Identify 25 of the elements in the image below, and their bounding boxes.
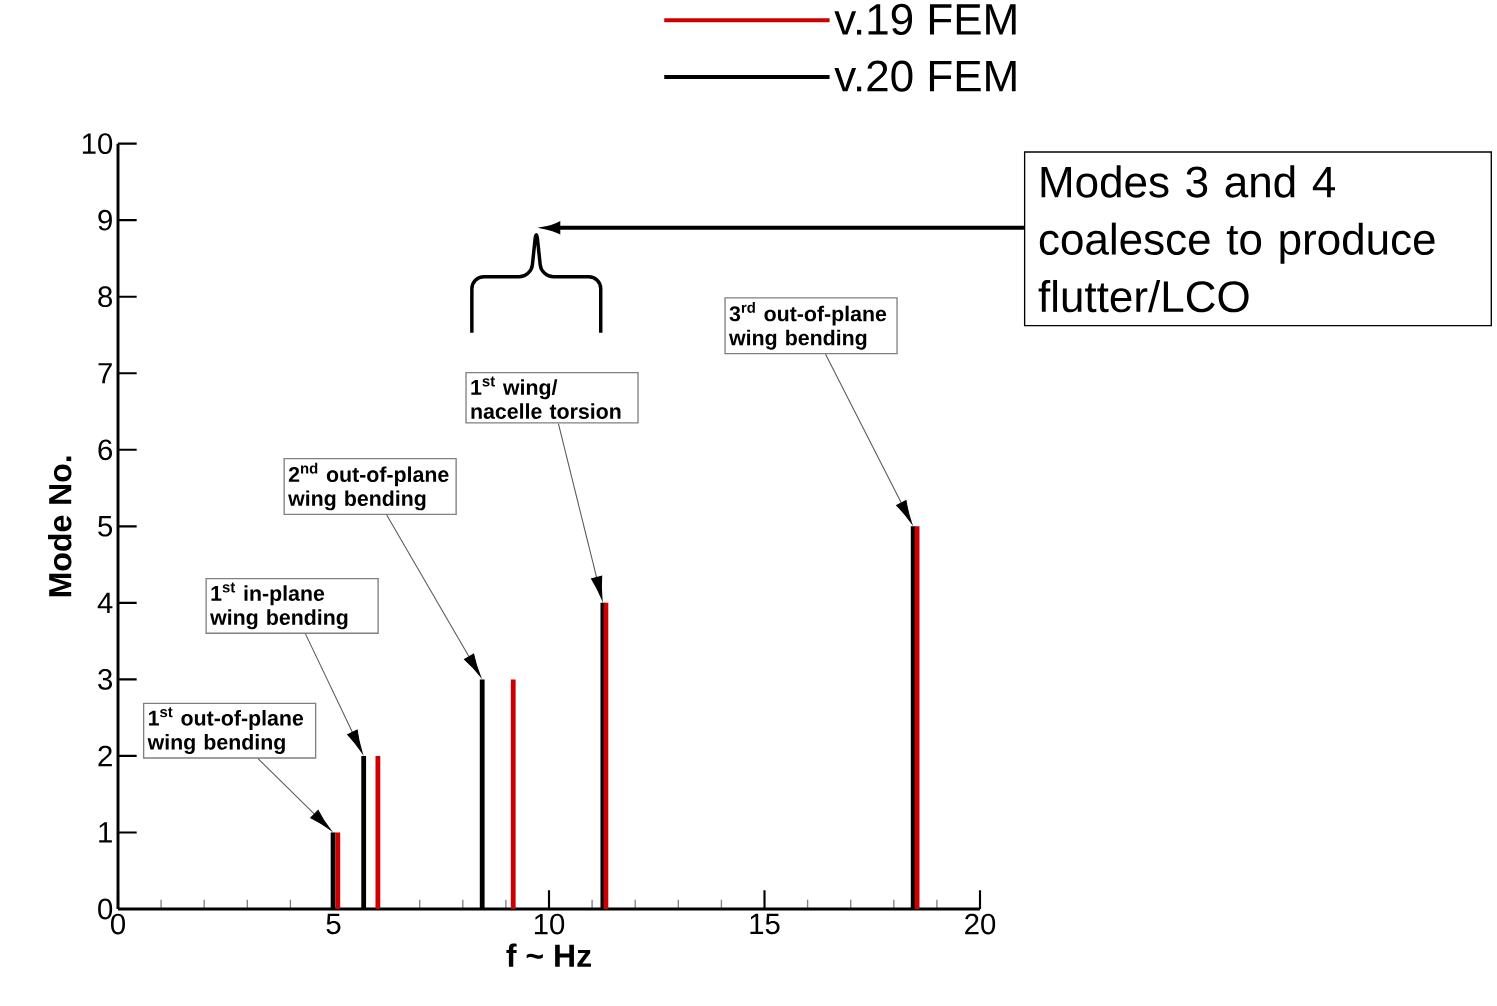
annotation: 1$^{st}$ in-plane wing bending	[210, 582, 348, 630]
annotation: 3$^{rd}$ out-of-plane wing bending	[728, 301, 887, 350]
x-tick-label: 10	[534, 913, 565, 935]
y-axis-title: Mode No.	[48, 456, 72, 597]
y-tick-label: 2	[98, 745, 112, 767]
x-tick-label: 5	[326, 913, 341, 935]
legend-label: v.19 FEM	[834, 3, 1016, 35]
x-tick-label: 15	[750, 913, 780, 935]
y-tick-label: 3	[98, 668, 113, 690]
annotation: 1$^{st}$ wing/ nacelle torsion	[471, 376, 621, 419]
x-tick-label: 20	[965, 913, 996, 935]
y-tick-label: 8	[98, 286, 113, 308]
annotation: 1$^{st}$ out-of-plane wing bending	[147, 707, 304, 754]
text: Modes 3 and 4 coalesce to produce flutter/LCO	[1038, 165, 1435, 313]
y-tick-label: 4	[97, 592, 113, 613]
y-tick-label: 0	[98, 898, 113, 920]
y-tick-label: 10	[82, 133, 113, 155]
y-tick-label: 1	[99, 822, 112, 843]
y-tick-label: 7	[98, 363, 112, 384]
x-axis-title: f ~ Hz	[506, 943, 591, 967]
legend-label: v.20 FEM	[834, 60, 1016, 92]
y-tick-label: 9	[98, 209, 112, 231]
y-tick-label: 6	[98, 439, 113, 461]
y-tick-label: 5	[98, 516, 113, 537]
annotation: 2$^{nd}$ out-of-plane wing bending	[288, 462, 449, 511]
